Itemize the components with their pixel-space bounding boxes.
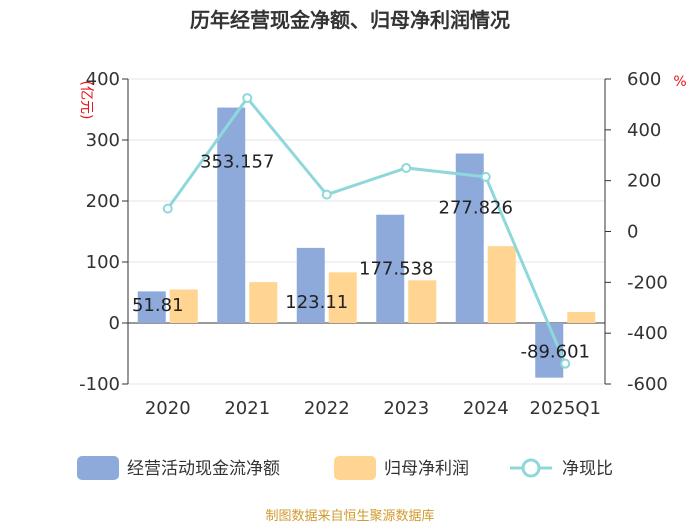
bar-profit <box>328 272 357 323</box>
data-label: 277.826 <box>439 198 513 219</box>
bar-cashflow <box>376 214 405 323</box>
left-tick-label: -100 <box>79 374 120 395</box>
right-tick-label: 200 <box>627 171 661 192</box>
bar-profit <box>487 246 516 323</box>
data-label: 51.81 <box>132 295 184 316</box>
data-label: 123.11 <box>285 292 348 313</box>
bar-cashflow <box>137 291 166 323</box>
data-labels: 51.81 353.157 123.11 177.538 277.826 -89.601 <box>132 152 590 363</box>
ratio-point <box>480 171 491 182</box>
legend-swatch-profit <box>334 456 376 480</box>
data-label: -89.601 <box>521 342 590 363</box>
ratio-point <box>242 93 253 104</box>
axes <box>122 78 611 385</box>
bars <box>137 107 596 378</box>
legend-swatch-cashflow <box>77 456 119 480</box>
left-tick-label: 300 <box>86 130 120 151</box>
legend-label-cashflow: 经营活动现金流净额 <box>127 459 280 479</box>
data-label: 177.538 <box>359 259 433 280</box>
legend: 经营活动现金流净额 归母净利润 净现比 <box>77 456 613 480</box>
ratio-point <box>162 203 173 214</box>
bar-profit <box>249 282 278 323</box>
bar-profit <box>169 289 198 323</box>
right-tick-label: -200 <box>627 272 668 293</box>
grid <box>128 78 605 385</box>
right-tick-label: 400 <box>627 120 661 141</box>
right-tick-label: -400 <box>627 323 668 344</box>
left-tick-label: 400 <box>86 69 120 90</box>
x-tick-label: 2022 <box>304 398 350 419</box>
x-tick-label: 2024 <box>463 398 509 419</box>
chart-title: 历年经营现金净额、归母净利润情况 <box>190 8 510 32</box>
x-tick-label: 2025Q1 <box>530 398 601 419</box>
ratio-point <box>560 358 571 369</box>
data-label: 353.157 <box>200 152 274 173</box>
left-tick-label: 200 <box>86 191 120 212</box>
bar-profit <box>408 280 437 323</box>
ratio-polyline <box>166 95 567 365</box>
bar-cashflow <box>455 153 484 323</box>
x-tick-label: 2023 <box>383 398 429 419</box>
legend-label-profit: 归母净利润 <box>384 459 469 479</box>
x-tick-label: 2020 <box>145 398 191 419</box>
ratio-point <box>321 189 332 200</box>
bar-cashflow <box>296 247 325 323</box>
ratio-point <box>401 162 412 173</box>
bar-cashflow <box>217 107 246 324</box>
left-tick-label: 0 <box>109 313 120 334</box>
x-tick-label: 2021 <box>224 398 270 419</box>
ratio-line <box>162 93 571 369</box>
right-tick-label: 600 <box>627 69 661 90</box>
legend-label-ratio: 净现比 <box>562 459 613 479</box>
right-tick-label: -600 <box>627 374 668 395</box>
right-tick-label: 0 <box>627 222 638 243</box>
source-note: 制图数据来自恒生聚源数据库 <box>265 508 434 524</box>
legend-swatch-ratio-marker <box>521 458 541 478</box>
left-tick-label: 100 <box>86 252 120 273</box>
left-axis-unit: (亿元) <box>78 81 94 120</box>
right-axis-unit: % <box>673 74 686 90</box>
tick-labels: 400 300 200 100 0 -100 600 400 200 0 -200 -400 -600 2… <box>79 69 668 419</box>
bar-profit <box>567 312 596 323</box>
